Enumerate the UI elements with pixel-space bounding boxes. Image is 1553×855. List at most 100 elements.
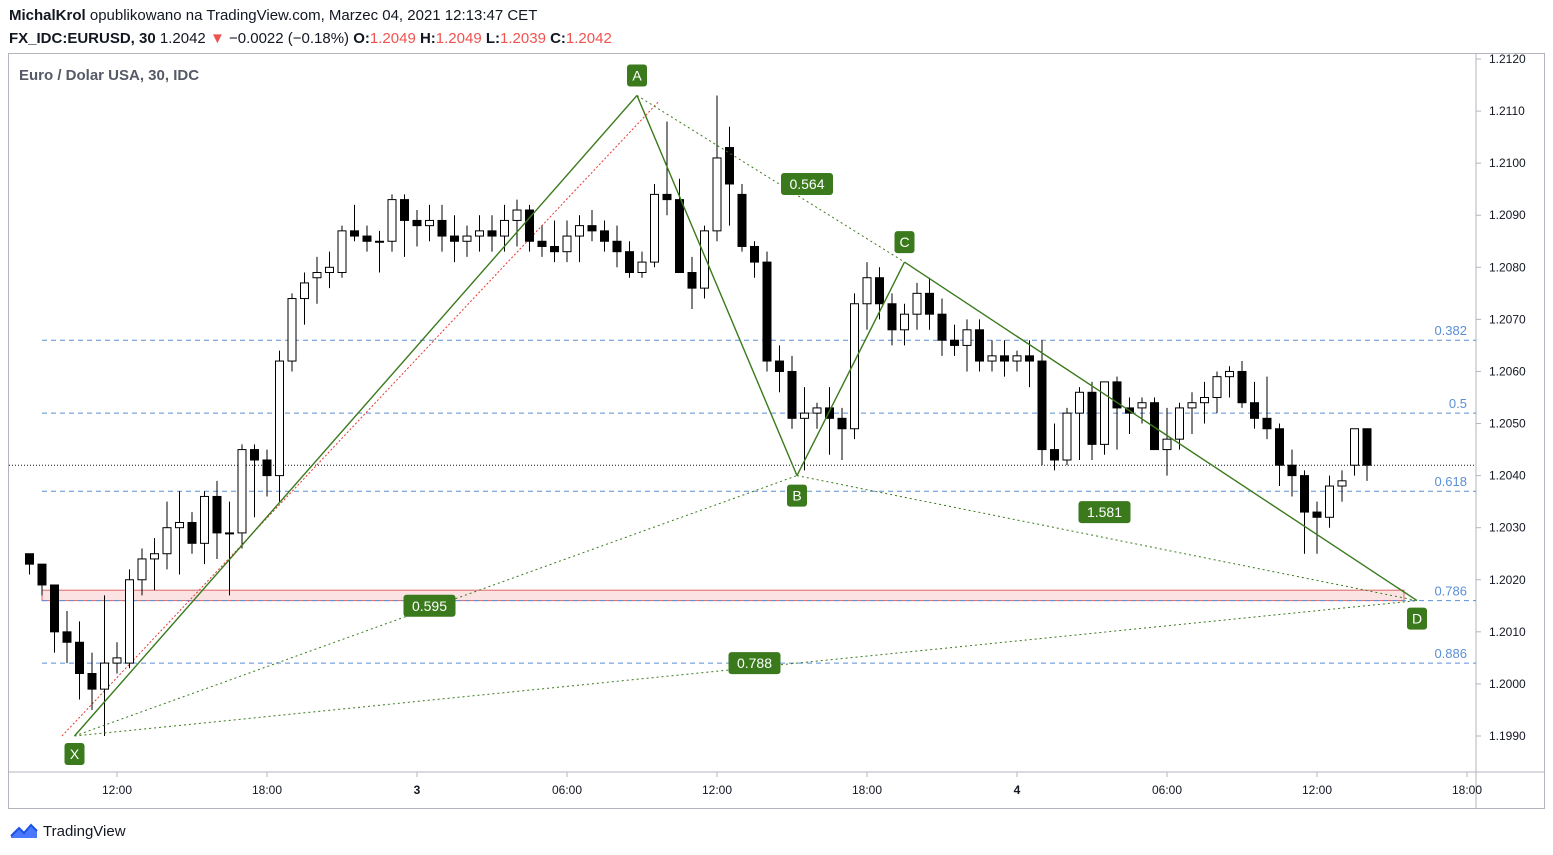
tradingview-brand[interactable]: TradingView: [9, 822, 126, 840]
candle: [1212, 371, 1222, 414]
candle: [1300, 470, 1309, 554]
last-price: 1.2042: [159, 30, 206, 47]
candle: [1287, 449, 1297, 497]
candle-body: [1187, 402, 1197, 409]
candle-body: [87, 673, 97, 690]
candle: [550, 220, 559, 263]
publish-info: MichalKrol opublikowano na TradingView.c…: [9, 7, 537, 25]
candle: [500, 204, 509, 252]
ratio-label: 0.564: [789, 176, 824, 192]
candle-body: [337, 230, 347, 274]
candle: [337, 225, 347, 278]
candle-body: [150, 553, 159, 560]
candle: [350, 204, 359, 242]
candle-body: [437, 219, 447, 237]
candle-body: [1162, 438, 1172, 451]
candle: [375, 230, 384, 273]
candle: [1012, 350, 1022, 372]
pattern-point-badge: [894, 231, 915, 254]
candle-body: [737, 193, 747, 247]
ratio-badge-bg: [728, 652, 781, 675]
candle-body: [937, 313, 947, 341]
candle-body: [962, 329, 972, 346]
candle-body: [1075, 391, 1084, 414]
candle-body: [137, 558, 147, 581]
low-label: L:: [485, 30, 501, 47]
candle: [1175, 402, 1184, 450]
candle-body: [1325, 485, 1334, 518]
candle-body: [1262, 417, 1272, 430]
candle-body: [1350, 428, 1359, 466]
time-tick-label: 18:00: [252, 783, 282, 797]
ratio-badge: 0.595: [403, 594, 456, 617]
pattern-point-badge: [627, 64, 647, 87]
price-tick-label: 1.2040: [1489, 469, 1526, 483]
candle-body: [1337, 480, 1347, 487]
candle: [1075, 387, 1084, 460]
chart-title: Euro / Dolar USA, 30, IDC: [19, 67, 200, 84]
candle-body: [887, 303, 897, 331]
candle-body: [1362, 428, 1372, 466]
time-tick-label: 18:00: [1452, 783, 1482, 797]
candle: [1162, 407, 1172, 476]
candle-body: [262, 459, 272, 477]
candle: [725, 126, 734, 226]
candle-body: [612, 240, 622, 253]
candle: [962, 319, 972, 372]
candle: [625, 241, 634, 278]
candle: [850, 293, 859, 440]
candle: [912, 282, 922, 330]
high-value: 1.2049: [435, 30, 482, 47]
candle: [512, 199, 522, 247]
candle-body: [625, 251, 634, 274]
ratio-badge-bg: [781, 172, 833, 195]
candle: [637, 251, 647, 278]
price-tick-label: 1.2110: [1489, 104, 1525, 118]
trend-line: [61, 100, 660, 737]
candle-body: [950, 339, 959, 346]
candle: [400, 194, 409, 257]
time-tick-label: 06:00: [552, 783, 582, 797]
candle-body: [787, 370, 797, 419]
candle: [87, 652, 97, 710]
candle-body: [425, 219, 434, 227]
candle-body: [975, 329, 984, 362]
author-name[interactable]: MichalKrol: [9, 7, 86, 24]
price-tick-label: 1.2000: [1489, 677, 1526, 691]
candle: [487, 215, 497, 252]
candle-body: [225, 532, 234, 535]
pattern-point-label: A: [632, 67, 642, 83]
candle-body: [412, 219, 422, 227]
candle: [475, 215, 484, 252]
candle: [1050, 423, 1059, 471]
candle-body: [775, 360, 784, 372]
candle: [1000, 340, 1009, 377]
candle-body: [112, 657, 122, 664]
candle: [125, 569, 134, 669]
fib-level-label: 0.382: [1434, 323, 1467, 338]
candle: [37, 563, 47, 596]
candle: [1237, 361, 1247, 408]
fib-level-label: 0.886: [1434, 646, 1467, 661]
candle-body: [825, 407, 834, 419]
candle-body: [1212, 376, 1222, 398]
candle: [262, 449, 272, 497]
candle: [737, 183, 747, 252]
candle-body: [1275, 428, 1284, 466]
candle-body: [837, 417, 847, 430]
candle-body: [875, 277, 884, 305]
ratio-label: 1.581: [1087, 504, 1122, 520]
candle-body: [912, 292, 922, 315]
candle-body: [400, 199, 409, 221]
candle-body: [187, 521, 197, 544]
candle: [1150, 397, 1159, 451]
candle: [162, 501, 172, 570]
candle-body: [550, 245, 559, 253]
candle-body: [1062, 412, 1072, 461]
candle: [837, 407, 847, 460]
candle-body: [312, 272, 322, 279]
candle: [650, 183, 659, 268]
candle: [362, 225, 372, 252]
candle-body: [637, 261, 647, 274]
